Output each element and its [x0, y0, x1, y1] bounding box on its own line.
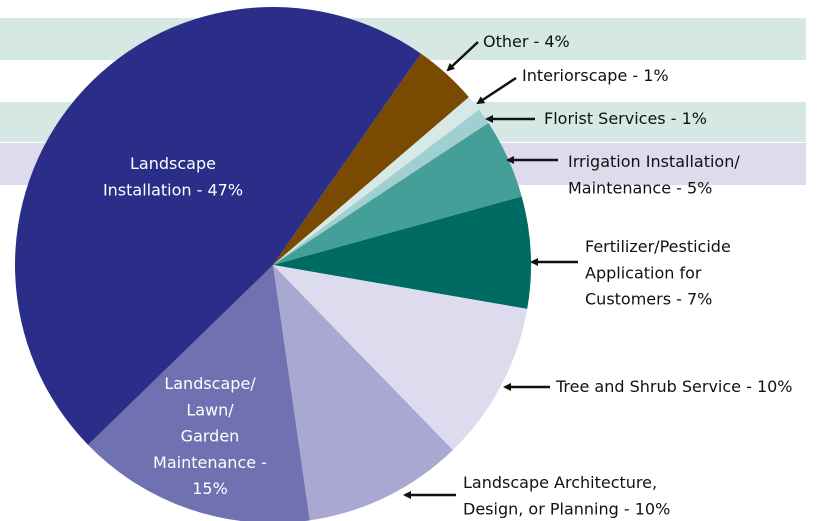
- label-line: Landscape: [130, 154, 216, 173]
- pie-slice: [273, 97, 480, 265]
- label-line: Tree and Shrub Service - 10%: [555, 377, 793, 396]
- pie-slice: [273, 265, 453, 521]
- arrow: [476, 76, 517, 105]
- label-line: Other - 4%: [483, 32, 570, 51]
- slice-label: Irrigation Installation/Maintenance - 5%: [568, 152, 740, 197]
- slice-label: Landscape/Lawn/Garden Maintenance - 15%: [153, 374, 267, 498]
- slice-label: Other - 4%: [483, 32, 570, 51]
- slice-label: Tree and Shrub Service - 10%: [555, 377, 793, 396]
- pie-slice: [273, 53, 469, 266]
- slice-label: Fertilizer/Pesticide Application for Custo…: [585, 237, 731, 309]
- pie-slice: [273, 265, 528, 450]
- pie-slice: [273, 109, 489, 266]
- pie-slice: [88, 265, 310, 521]
- label-line: Interiorscape - 1%: [522, 66, 669, 85]
- label-line: Landscape Architecture,: [463, 473, 657, 492]
- pie-slice: [14, 6, 421, 445]
- label-line: Maintenance - 5%: [568, 178, 712, 197]
- slice-label: Landscape Architecture, Design, or Planni…: [463, 473, 670, 518]
- slice-label: Landscape Installation - 47%: [103, 154, 243, 199]
- slice-label: Florist Services - 1%: [544, 109, 707, 128]
- arrow: [446, 41, 479, 72]
- label-line: Lawn/: [186, 400, 234, 419]
- label-line: Customers - 7%: [585, 289, 712, 308]
- label-line: Installation - 47%: [103, 180, 243, 199]
- label-line: Garden: [181, 426, 240, 445]
- label-line: Landscape/: [164, 374, 256, 393]
- label-line: Fertilizer/Pesticide: [585, 237, 731, 256]
- label-line: 15%: [192, 479, 228, 498]
- pie-slice: [273, 122, 522, 265]
- label-line: Irrigation Installation/: [568, 152, 740, 171]
- label-line: Maintenance -: [153, 452, 267, 471]
- slice-label: Interiorscape - 1%: [522, 66, 669, 85]
- label-line: Florist Services - 1%: [544, 109, 707, 128]
- label-line: Application for: [585, 263, 702, 282]
- pie-slice: [273, 196, 531, 309]
- label-line: Design, or Planning - 10%: [463, 499, 670, 518]
